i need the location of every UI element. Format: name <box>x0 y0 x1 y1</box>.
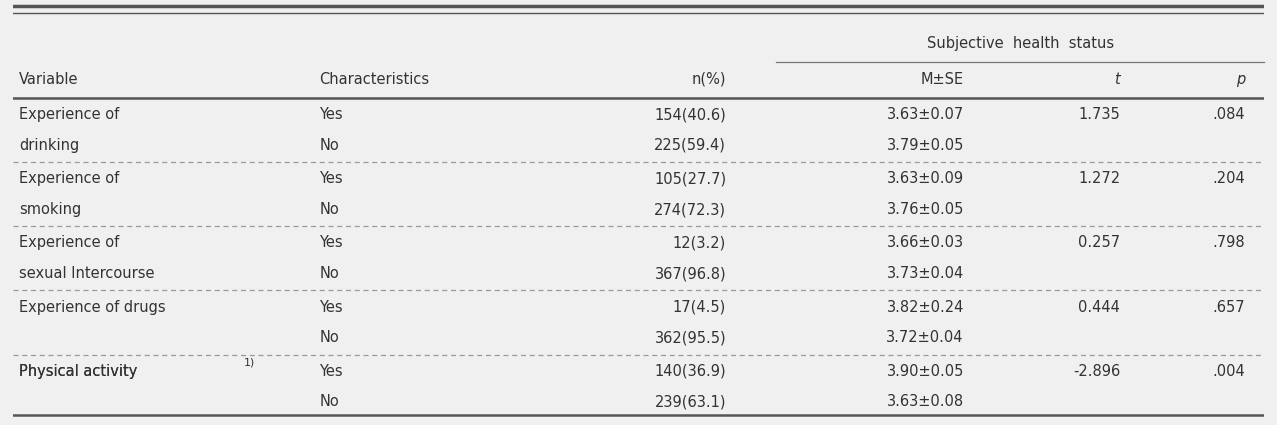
Text: Experience of: Experience of <box>19 235 119 250</box>
Text: Experience of: Experience of <box>19 107 119 122</box>
Text: No: No <box>319 394 340 410</box>
Text: 3.76±0.05: 3.76±0.05 <box>886 202 964 217</box>
Text: 367(96.8): 367(96.8) <box>655 266 727 281</box>
Text: Experience of: Experience of <box>19 171 119 186</box>
Text: 362(95.5): 362(95.5) <box>655 330 727 346</box>
Text: 3.73±0.04: 3.73±0.04 <box>886 266 964 281</box>
Text: Physical activity: Physical activity <box>19 364 138 379</box>
Text: Yes: Yes <box>319 300 344 314</box>
Text: 3.90±0.05: 3.90±0.05 <box>886 364 964 379</box>
Text: 140(36.9): 140(36.9) <box>655 364 727 379</box>
Text: 17(4.5): 17(4.5) <box>673 300 727 314</box>
Text: 3.63±0.08: 3.63±0.08 <box>886 394 964 410</box>
Text: 3.79±0.05: 3.79±0.05 <box>886 138 964 153</box>
Text: 3.82±0.24: 3.82±0.24 <box>886 300 964 314</box>
Text: Variable: Variable <box>19 72 78 87</box>
Text: Physical activity: Physical activity <box>19 364 138 379</box>
Text: 1.272: 1.272 <box>1078 171 1120 186</box>
Text: 225(59.4): 225(59.4) <box>654 138 727 153</box>
Text: 3.72±0.04: 3.72±0.04 <box>886 330 964 346</box>
Text: .004: .004 <box>1213 364 1245 379</box>
Text: 3.66±0.03: 3.66±0.03 <box>886 235 964 250</box>
Text: 105(27.7): 105(27.7) <box>654 171 727 186</box>
Text: Yes: Yes <box>319 107 344 122</box>
Text: .798: .798 <box>1213 235 1245 250</box>
Text: 1): 1) <box>244 358 255 368</box>
Text: 239(63.1): 239(63.1) <box>655 394 727 410</box>
Text: smoking: smoking <box>19 202 82 217</box>
Text: Subjective  health  status: Subjective health status <box>927 36 1114 51</box>
Text: sexual Intercourse: sexual Intercourse <box>19 266 155 281</box>
Text: drinking: drinking <box>19 138 79 153</box>
Text: 3.63±0.09: 3.63±0.09 <box>886 171 964 186</box>
Text: n(%): n(%) <box>692 72 727 87</box>
Text: No: No <box>319 202 340 217</box>
Text: p: p <box>1236 72 1245 87</box>
Text: 274(72.3): 274(72.3) <box>654 202 727 217</box>
Text: No: No <box>319 138 340 153</box>
Text: .084: .084 <box>1213 107 1245 122</box>
Text: M±SE: M±SE <box>921 72 964 87</box>
Text: .204: .204 <box>1213 171 1245 186</box>
Text: Yes: Yes <box>319 364 344 379</box>
Text: Yes: Yes <box>319 171 344 186</box>
Text: 1.735: 1.735 <box>1079 107 1120 122</box>
Text: Characteristics: Characteristics <box>319 72 429 87</box>
Text: -2.896: -2.896 <box>1073 364 1120 379</box>
Text: 12(3.2): 12(3.2) <box>673 235 727 250</box>
Text: Yes: Yes <box>319 235 344 250</box>
Text: .657: .657 <box>1213 300 1245 314</box>
Text: Experience of drugs: Experience of drugs <box>19 300 166 314</box>
Text: 0.444: 0.444 <box>1079 300 1120 314</box>
Text: No: No <box>319 266 340 281</box>
Text: 154(40.6): 154(40.6) <box>654 107 727 122</box>
Text: 3.63±0.07: 3.63±0.07 <box>886 107 964 122</box>
Text: t: t <box>1115 72 1120 87</box>
Text: No: No <box>319 330 340 346</box>
Text: 0.257: 0.257 <box>1078 235 1120 250</box>
